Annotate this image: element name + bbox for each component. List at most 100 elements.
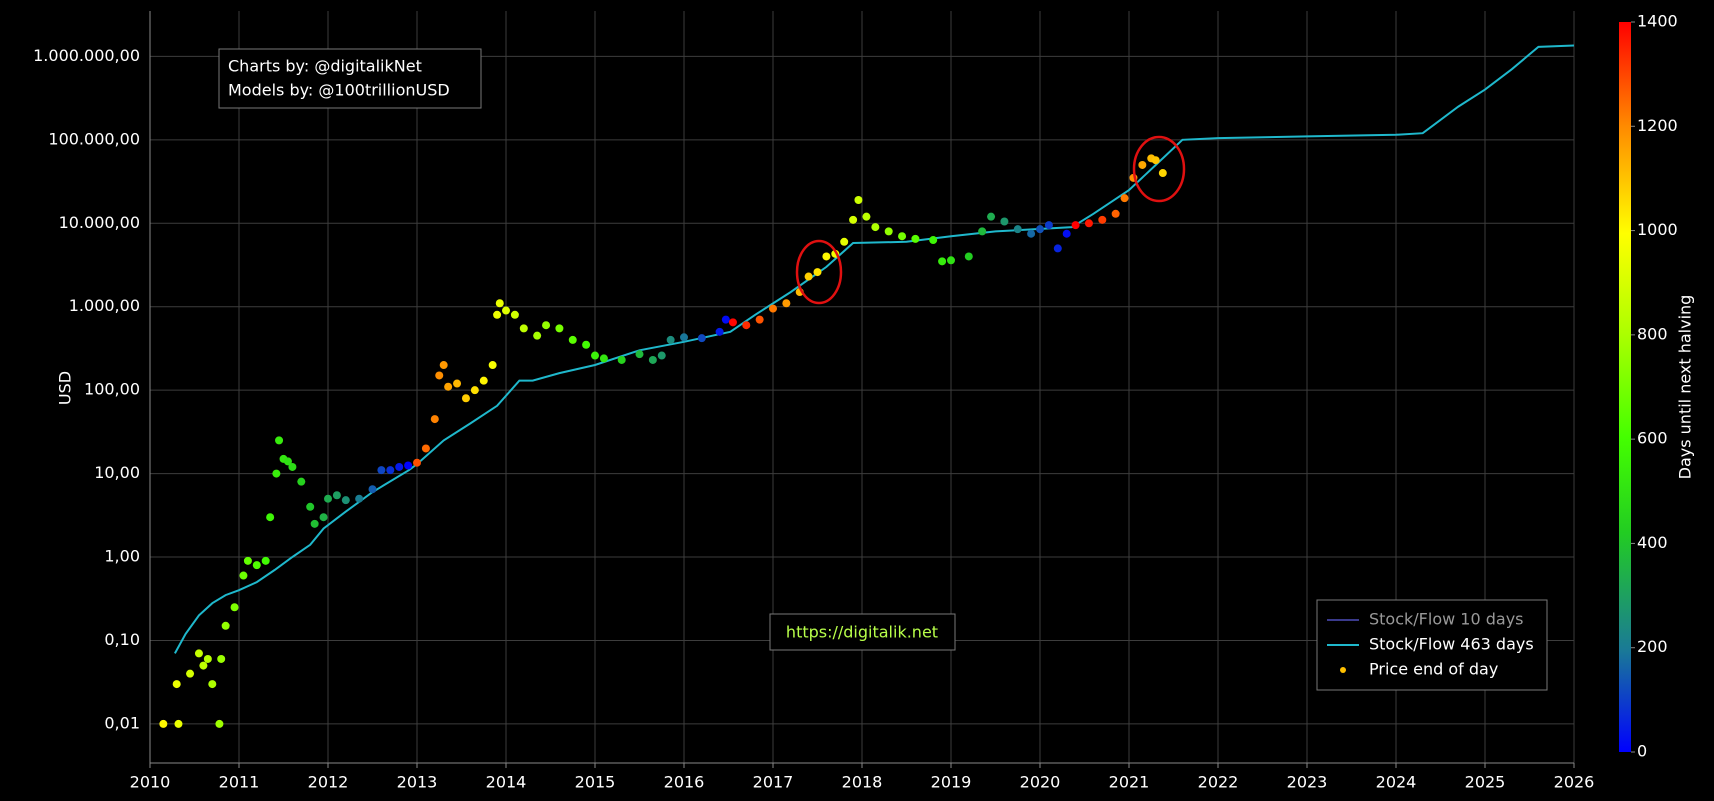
price-point xyxy=(275,436,284,445)
price-point xyxy=(1013,225,1022,234)
price-point xyxy=(1098,215,1107,224)
colorbar-tick-label: 1000 xyxy=(1637,220,1678,239)
y-tick-label: 10,00 xyxy=(94,463,140,482)
price-point xyxy=(395,462,404,471)
price-point xyxy=(769,304,777,313)
y-tick-label: 100,00 xyxy=(84,380,140,399)
price-point xyxy=(243,556,252,565)
legend-label: Price end of day xyxy=(1369,660,1498,679)
price-point xyxy=(453,379,462,388)
price-point xyxy=(221,621,230,630)
y-tick-label: 100.000,00 xyxy=(48,129,140,148)
price-point xyxy=(159,719,168,728)
price-point xyxy=(199,661,208,670)
price-point xyxy=(871,223,880,232)
price-point xyxy=(355,494,364,503)
x-tick-label: 2017 xyxy=(753,773,794,792)
price-point xyxy=(680,333,688,342)
price-point xyxy=(648,355,657,364)
price-point xyxy=(430,415,439,424)
price-point xyxy=(510,310,519,319)
x-tick-label: 2022 xyxy=(1198,773,1239,792)
model-line xyxy=(174,44,1575,654)
y-axis-title: USD xyxy=(56,371,75,405)
price-point xyxy=(898,232,907,241)
price-point xyxy=(297,477,306,486)
price-point xyxy=(203,654,212,663)
x-tick-label: 2018 xyxy=(842,773,883,792)
x-tick-label: 2019 xyxy=(931,773,972,792)
price-point xyxy=(721,315,730,324)
price-point xyxy=(938,257,947,266)
price-point xyxy=(635,350,644,359)
price-point xyxy=(987,212,996,221)
x-tick-label: 2015 xyxy=(575,773,616,792)
price-point xyxy=(657,351,666,360)
price-point xyxy=(884,227,893,236)
price-point xyxy=(782,299,791,308)
price-point xyxy=(1036,225,1044,234)
price-point xyxy=(435,371,444,380)
price-point xyxy=(1062,229,1071,238)
x-tick-label: 2026 xyxy=(1554,773,1595,792)
price-point xyxy=(493,310,502,319)
price-point xyxy=(1071,221,1080,230)
price-point xyxy=(310,519,319,528)
price-point xyxy=(261,556,270,565)
colorbar-tick-label: 800 xyxy=(1637,324,1668,343)
price-point xyxy=(172,680,181,689)
price-point xyxy=(215,719,224,728)
highlight-circle xyxy=(795,239,843,305)
y-tick-label: 1.000,00 xyxy=(69,296,140,315)
colorbar-tick-label: 200 xyxy=(1637,637,1668,656)
price-point xyxy=(368,485,377,494)
price-point xyxy=(230,603,239,612)
legend-label: Stock/Flow 10 days xyxy=(1369,610,1524,629)
x-tick-label: 2013 xyxy=(397,773,438,792)
price-point xyxy=(470,386,479,395)
y-tick-label: 1,00 xyxy=(104,547,140,566)
price-point xyxy=(715,327,724,336)
colorbar-title: Days until next halving xyxy=(1676,295,1695,480)
price-point xyxy=(840,237,849,246)
price-point xyxy=(813,268,822,277)
price-point xyxy=(697,334,706,343)
price-point xyxy=(266,513,275,522)
price-point xyxy=(306,502,315,511)
price-point xyxy=(533,331,542,340)
x-tick-label: 2016 xyxy=(664,773,705,792)
price-point xyxy=(495,299,504,308)
price-point xyxy=(208,680,217,689)
price-point xyxy=(502,306,510,315)
y-tick-label: 10.000,00 xyxy=(59,213,140,232)
price-point xyxy=(978,227,987,236)
x-tick-label: 2023 xyxy=(1287,773,1328,792)
price-point xyxy=(849,215,858,224)
price-point xyxy=(804,272,813,281)
price-point xyxy=(555,324,564,333)
price-point xyxy=(568,335,577,344)
link-text[interactable]: https://digitalik.net xyxy=(786,623,938,642)
price-point xyxy=(413,458,421,467)
price-point xyxy=(239,571,248,580)
x-tick-label: 2014 xyxy=(486,773,527,792)
x-tick-label: 2020 xyxy=(1020,773,1061,792)
price-point xyxy=(479,376,488,385)
y-tick-label: 1.000.000,00 xyxy=(33,46,140,65)
price-point xyxy=(1027,229,1036,238)
x-tick-label: 2021 xyxy=(1109,773,1150,792)
price-point xyxy=(319,513,328,522)
price-point xyxy=(1158,169,1167,178)
price-point xyxy=(1044,221,1053,230)
price-point xyxy=(377,466,386,475)
colorbar-tick-label: 600 xyxy=(1637,429,1668,448)
price-point xyxy=(599,354,608,363)
price-point xyxy=(186,669,195,678)
credits-charts: Charts by: @digitalikNet xyxy=(228,57,422,76)
price-point xyxy=(519,324,528,333)
price-point xyxy=(666,335,675,344)
x-tick-label: 2012 xyxy=(308,773,349,792)
highlight-circle xyxy=(1132,135,1186,203)
price-point xyxy=(929,236,938,245)
price-point xyxy=(911,234,920,243)
